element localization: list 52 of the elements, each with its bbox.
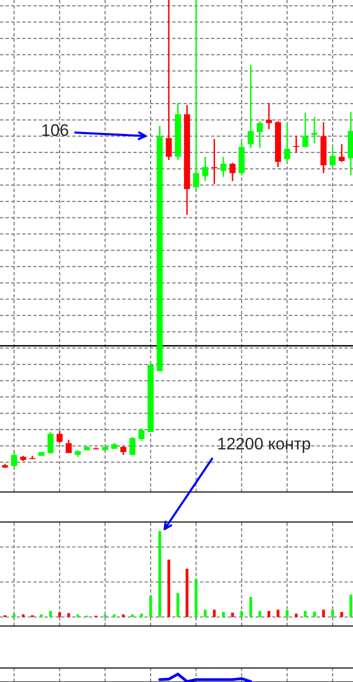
bar xyxy=(340,612,344,617)
bar xyxy=(294,614,298,617)
candlestick xyxy=(266,102,272,130)
bar xyxy=(331,610,334,617)
candlestick xyxy=(293,135,300,153)
bar xyxy=(158,531,162,617)
annotation: 12200 контр xyxy=(218,438,310,453)
bar xyxy=(194,578,198,617)
candlestick xyxy=(129,436,136,456)
candlestick xyxy=(11,451,18,468)
bar xyxy=(131,614,134,617)
bar xyxy=(240,610,243,617)
bar xyxy=(149,596,152,617)
bar xyxy=(67,613,70,617)
candlestick xyxy=(311,116,318,144)
candlestick xyxy=(256,120,263,149)
candlestick xyxy=(66,439,72,454)
candlestick xyxy=(166,0,172,161)
bar xyxy=(249,596,252,617)
bar xyxy=(167,560,170,617)
candlestick xyxy=(338,143,345,163)
bar xyxy=(276,610,280,617)
bar xyxy=(212,610,216,617)
candlestick xyxy=(330,146,336,168)
candlestick xyxy=(211,138,218,185)
bar xyxy=(49,610,52,617)
bar xyxy=(186,568,188,617)
bar xyxy=(40,614,43,617)
bar xyxy=(176,593,180,617)
bar xyxy=(58,612,61,617)
bar xyxy=(304,610,307,617)
candlestick xyxy=(48,431,54,455)
candlestick xyxy=(248,64,254,149)
candlestick xyxy=(284,122,290,163)
bar xyxy=(231,612,234,617)
bar xyxy=(286,610,288,617)
bar xyxy=(349,594,352,617)
candlestick xyxy=(230,162,236,182)
bar xyxy=(313,612,316,617)
bar xyxy=(322,610,325,617)
bar xyxy=(268,610,270,617)
candlestick xyxy=(56,430,63,444)
candlestick xyxy=(220,156,226,178)
bar xyxy=(204,610,207,617)
candlestick xyxy=(138,428,145,442)
candlestick xyxy=(202,156,208,182)
annotation: 106 xyxy=(42,124,68,136)
bar xyxy=(258,610,262,617)
bar xyxy=(140,614,143,617)
bar xyxy=(222,612,225,617)
bar xyxy=(12,614,16,617)
candlestick xyxy=(302,112,308,148)
